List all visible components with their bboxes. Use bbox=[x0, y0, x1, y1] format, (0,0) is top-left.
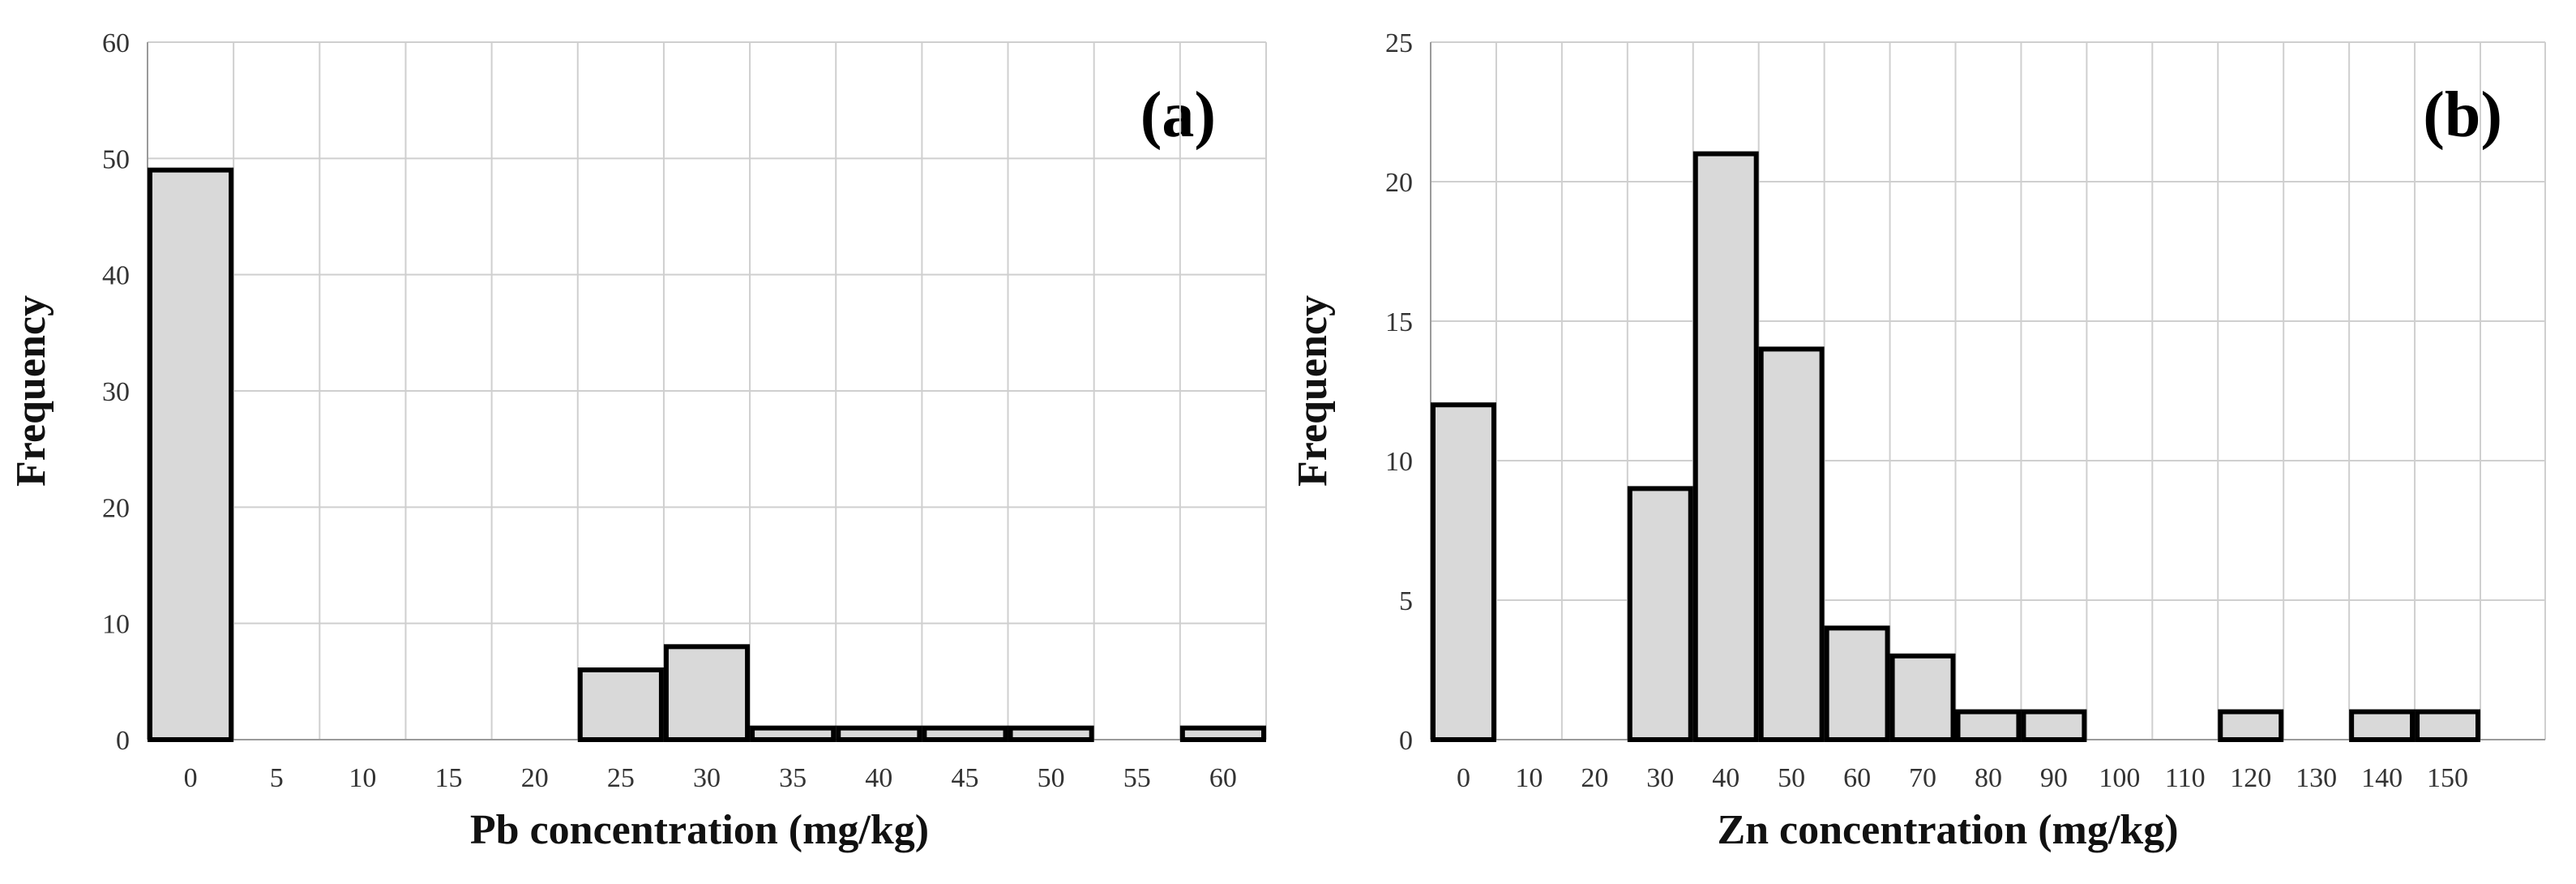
panel-b-y-tick-label: 0 bbox=[1399, 726, 1413, 756]
panel-b-x-tick-label: 100 bbox=[2099, 763, 2140, 793]
panel-a-x-tick-label: 25 bbox=[607, 763, 635, 793]
panel-a-x-tick-label: 30 bbox=[693, 763, 721, 793]
panel-b-bar bbox=[1692, 151, 1759, 743]
panel-a-gridlines bbox=[147, 41, 1267, 740]
panel-a-x-tick-label: 40 bbox=[865, 763, 892, 793]
panel-b-x-tick-label: 70 bbox=[1909, 763, 1936, 793]
panel-b-bar bbox=[1889, 653, 1956, 742]
panel-a-bar bbox=[750, 725, 837, 743]
panel-b-x-tick-label: 30 bbox=[1646, 763, 1674, 793]
panel-b-bar bbox=[1627, 486, 1693, 743]
panel-a-y-tick-label: 50 bbox=[102, 144, 130, 174]
panel-a-x-tick-label: 20 bbox=[521, 763, 549, 793]
panel-b-y-tick-label: 5 bbox=[1399, 586, 1413, 616]
panel-b-x-tick-label: 50 bbox=[1778, 763, 1805, 793]
panel-b-bar bbox=[2218, 709, 2284, 742]
panel-a-y-tick-label: 10 bbox=[102, 610, 130, 640]
panel-a-bar bbox=[1008, 725, 1094, 743]
panel-b-y-tick-label: 15 bbox=[1385, 307, 1413, 337]
panel-a-x-tick-label: 35 bbox=[779, 763, 807, 793]
panel-b-bar bbox=[1824, 625, 1890, 743]
panel-a-x-tick-label: 5 bbox=[270, 763, 284, 793]
panel-b-bar bbox=[1955, 709, 2022, 742]
panel-a-label: (a) bbox=[1140, 79, 1216, 151]
panel-b-bar bbox=[2415, 709, 2480, 742]
panel-b-x-tick-label: 20 bbox=[1581, 763, 1608, 793]
panel-a-x-tick-label: 55 bbox=[1123, 763, 1151, 793]
panel-a-y-tick-label: 60 bbox=[102, 28, 130, 58]
panel-b-x-tick-label: 0 bbox=[1457, 763, 1470, 793]
panel-b-x-tick-label: 60 bbox=[1843, 763, 1871, 793]
panel-b-y-tick-label: 25 bbox=[1385, 28, 1413, 58]
panel-b-x-tick-label: 80 bbox=[1975, 763, 2002, 793]
panel-a-y-tick-label: 20 bbox=[102, 493, 130, 523]
panel-a-x-tick-label: 50 bbox=[1038, 763, 1065, 793]
panel-a-bar bbox=[836, 725, 922, 743]
panel-b-x-tick-label: 10 bbox=[1515, 763, 1543, 793]
panel-b-x-tick-label: 140 bbox=[2361, 763, 2403, 793]
panel-a-y-axis-title: Frequency bbox=[8, 295, 54, 487]
panel-a-x-tick-label: 0 bbox=[184, 763, 198, 793]
panel-b-bar bbox=[1431, 402, 1496, 742]
panel-a-pb-histogram: Frequency Pb concentration (mg/kg) (a) 0… bbox=[8, 28, 1267, 853]
panel-b-x-tick-label: 150 bbox=[2427, 763, 2468, 793]
panel-b-x-tick-label: 90 bbox=[2040, 763, 2068, 793]
panel-b-bar bbox=[2349, 709, 2416, 742]
panel-a-y-tick-label: 30 bbox=[102, 377, 130, 407]
panel-a-bar bbox=[577, 667, 664, 742]
panel-a-y-tick-label: 0 bbox=[116, 726, 130, 756]
panel-b-bar bbox=[1758, 346, 1825, 742]
panel-b-y-axis-title: Frequency bbox=[1290, 295, 1336, 487]
panel-a-x-tick-label: 10 bbox=[349, 763, 376, 793]
panel-b-label: (b) bbox=[2423, 79, 2502, 151]
panel-a-x-tick-label: 15 bbox=[435, 763, 463, 793]
panel-b-x-tick-label: 120 bbox=[2230, 763, 2271, 793]
panel-a-x-tick-label: 60 bbox=[1209, 763, 1237, 793]
panel-a-bar bbox=[922, 725, 1008, 743]
panel-b-y-tick-label: 20 bbox=[1385, 168, 1413, 198]
panel-a-bar bbox=[148, 167, 234, 742]
panel-b-zn-histogram: Frequency Zn concentration (mg/kg) (b) 0… bbox=[1290, 28, 2546, 853]
panel-a-x-tick-label: 45 bbox=[951, 763, 978, 793]
panel-a-x-axis-title: Pb concentration (mg/kg) bbox=[470, 807, 929, 853]
panel-b-x-tick-label: 40 bbox=[1712, 763, 1739, 793]
panel-a-y-tick-label: 40 bbox=[102, 261, 130, 291]
panel-b-x-axis-title: Zn concentration (mg/kg) bbox=[1717, 807, 2178, 853]
panel-a-bar bbox=[1179, 725, 1267, 743]
panel-b-gridlines bbox=[1430, 41, 2546, 740]
panel-b-bar bbox=[2021, 709, 2087, 742]
panel-b-x-tick-label: 110 bbox=[2165, 763, 2206, 793]
panel-a-bar bbox=[663, 644, 751, 742]
panel-b-y-tick-label: 10 bbox=[1385, 447, 1413, 477]
panel-b-x-tick-label: 130 bbox=[2296, 763, 2337, 793]
